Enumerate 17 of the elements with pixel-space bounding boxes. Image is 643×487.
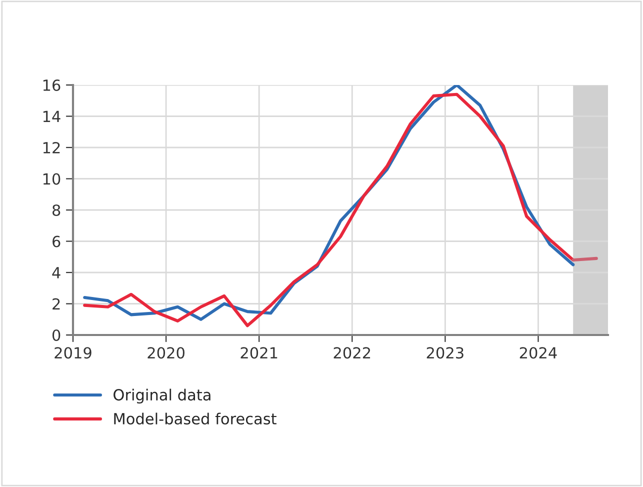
x-tick-label: 2022 — [334, 347, 370, 359]
y-tick-label: 4 — [52, 267, 60, 278]
y-tick-label: 0 — [52, 329, 60, 342]
x-tick-label: 2024 — [520, 347, 557, 359]
y-tick-label: 16 — [43, 79, 60, 92]
y-tick-label: 14 — [43, 110, 60, 122]
legend-label: Model-based forecast — [114, 412, 276, 425]
y-tick-label: 12 — [43, 142, 60, 154]
x-tick-label: 2020 — [148, 347, 184, 359]
x-tick-label: 2023 — [426, 347, 464, 359]
x-tick-label: 2021 — [240, 347, 278, 359]
y-tick-label: 8 — [52, 204, 60, 216]
y-tick-label: 2 — [52, 298, 60, 310]
y-tick-label: 10 — [43, 173, 60, 185]
x-tick-label: 2019 — [54, 347, 92, 359]
y-tick-label: 6 — [52, 236, 60, 248]
legend-label: Original data — [114, 388, 210, 404]
